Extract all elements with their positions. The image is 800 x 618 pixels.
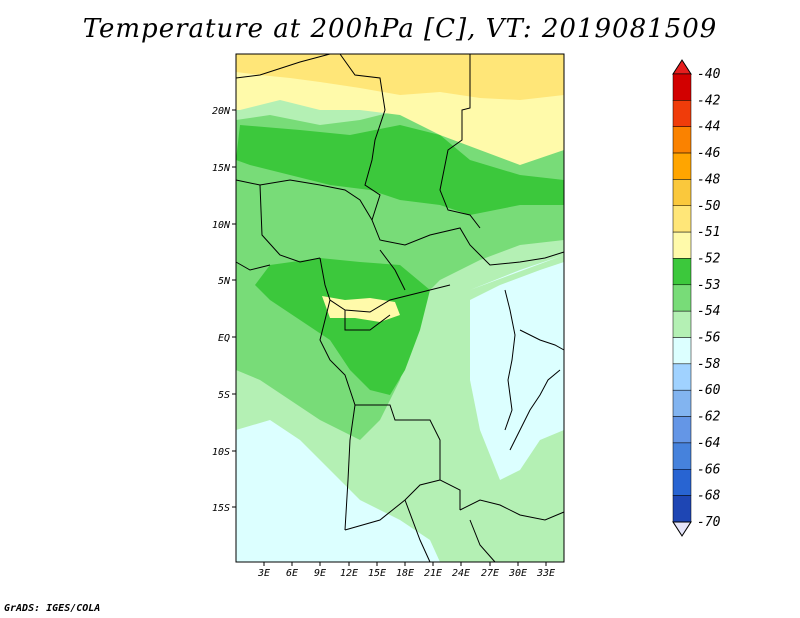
lon-label: 33E xyxy=(536,568,555,579)
map-panel xyxy=(235,53,565,563)
contour-m51-patch xyxy=(322,296,400,322)
contour-m56-lakes xyxy=(470,262,564,480)
colorbar-label: -62 xyxy=(697,410,721,425)
colorbar-label: -44 xyxy=(697,120,720,135)
contour-m56-south xyxy=(236,420,440,562)
longitude-ticks xyxy=(263,562,547,566)
colorbar-segment xyxy=(672,179,692,206)
lat-label: 15S xyxy=(212,503,230,514)
footer-credit: GrADS: IGES/COLA xyxy=(4,603,101,614)
lon-label: 18E xyxy=(396,568,414,579)
colorbar-segment xyxy=(672,152,692,180)
latitude-ticks xyxy=(232,109,236,508)
map-title: Temperature at 200hPa [C], VT: 201908150… xyxy=(82,14,718,44)
colorbar-top-arrow xyxy=(672,59,692,75)
colorbar-segment xyxy=(672,284,692,312)
colorbar-label: -54 xyxy=(697,304,720,319)
lat-label: 10S xyxy=(212,447,230,458)
lon-label: 15E xyxy=(368,568,386,579)
colorbar-segment xyxy=(672,100,692,127)
colorbar: -40 -42 -44 -46 -48 -50 -51 -52 -53 -54 -56 -58 -60 -… xyxy=(672,59,721,537)
colorbar-segment xyxy=(672,126,692,154)
lon-label: 9E xyxy=(314,568,326,579)
contour-m52-center xyxy=(255,258,430,395)
lon-label: 30E xyxy=(508,568,527,579)
lat-label: 20N xyxy=(212,106,231,117)
map-frame xyxy=(235,53,565,563)
colorbar-label: -64 xyxy=(697,436,720,451)
lon-label: 3E xyxy=(257,568,270,579)
country-borders xyxy=(235,53,565,563)
lon-label: 24E xyxy=(452,568,470,579)
colorbar-label: -68 xyxy=(697,489,721,504)
colorbar-label: -53 xyxy=(697,278,720,293)
colorbar-label: -66 xyxy=(697,462,721,477)
colorbar-segment xyxy=(672,310,692,338)
colorbar-label: -60 xyxy=(697,383,721,398)
colorbar-segment xyxy=(672,495,692,523)
contour-m52-north xyxy=(236,125,564,215)
colorbar-label: -51 xyxy=(697,225,720,240)
latitude-labels: 20N 15N 10N 5N EQ 5S 10S 15S xyxy=(212,106,231,514)
colorbar-bottom-arrow xyxy=(672,521,692,537)
colorbar-label: -46 xyxy=(697,146,721,161)
colorbar-label: -58 xyxy=(697,357,721,372)
colorbar-segment xyxy=(672,73,692,101)
colorbar-label: -56 xyxy=(697,331,721,346)
colorbar-segment xyxy=(672,416,692,444)
lat-label: 5N xyxy=(218,276,231,287)
colorbar-segment xyxy=(672,389,692,417)
colorbar-label: -70 xyxy=(697,515,721,530)
colorbar-segment xyxy=(672,469,692,496)
lat-label: 15N xyxy=(212,163,231,174)
colorbar-label: -50 xyxy=(697,199,721,214)
colorbar-label: -48 xyxy=(697,172,721,187)
lon-label: 6E xyxy=(286,568,298,579)
colorbar-segment xyxy=(672,205,692,233)
colorbar-segment xyxy=(672,258,692,286)
colorbar-segment xyxy=(672,363,692,391)
lon-label: 12E xyxy=(340,568,358,579)
colorbar-label: -52 xyxy=(697,251,721,266)
colorbar-label: -40 xyxy=(697,67,721,82)
lat-label: 5S xyxy=(218,390,230,401)
colorbar-segment xyxy=(672,442,692,470)
lon-label: 27E xyxy=(481,568,499,579)
colorbar-label: -42 xyxy=(697,93,721,108)
lon-label: 21E xyxy=(424,568,442,579)
lat-label: 10N xyxy=(212,220,231,231)
colorbar-segment xyxy=(672,337,692,365)
colorbar-segment xyxy=(672,231,692,259)
contour-m50 xyxy=(236,54,564,100)
lat-label: EQ xyxy=(218,333,230,344)
longitude-labels: 3E 6E 9E 12E 15E 18E 21E 24E 27E 30E 33E xyxy=(257,568,555,579)
